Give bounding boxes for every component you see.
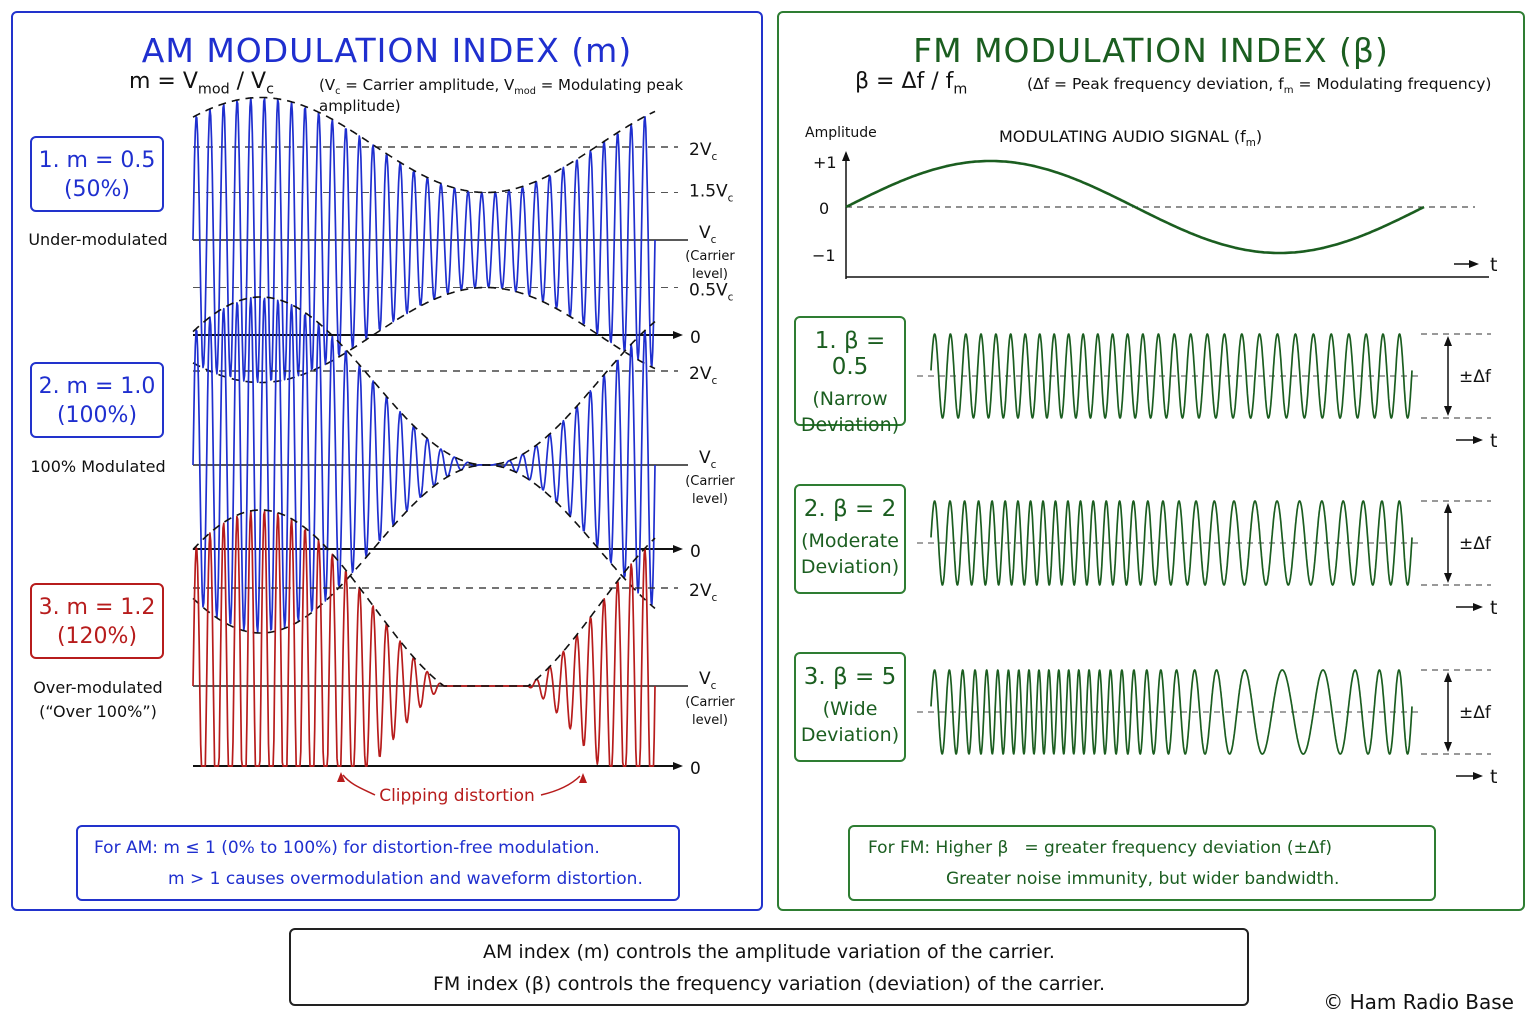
am-note-box: For AM: m ≤ 1 (0% to 100%) for distortio… xyxy=(76,825,680,901)
am-case-2-title: 2. m = 1.0 xyxy=(38,374,156,399)
fm-deviation-label: ±Δf xyxy=(1459,367,1492,387)
am-1-5vc-label: 1.5Vc xyxy=(689,182,734,205)
am-zero-axis-arrow xyxy=(673,331,683,339)
fm-note-line2: Greater noise immunity, but wider bandwi… xyxy=(946,869,1340,889)
am-carrier-level-label: level) xyxy=(692,492,728,507)
fm-modulated-waveform xyxy=(930,669,1413,755)
fm-deviation-label: ±Δf xyxy=(1459,534,1492,554)
fm-waveforms: t +1 0 −1 ±Δf t ±Δf t ±Δf t xyxy=(812,151,1497,788)
am-case-2-caption: 100% Modulated xyxy=(30,457,166,476)
fm-deviation-arrowhead-up xyxy=(1444,336,1452,346)
am-case-1-caption: Under-modulated xyxy=(28,230,168,249)
am-zero-label: 0 xyxy=(690,328,701,348)
am-case-2-percent: (100%) xyxy=(56,403,138,428)
fm-t-arrowhead xyxy=(1473,772,1483,780)
am-formula: m = Vmod / Vc xyxy=(129,69,274,98)
am-case-3-box: 3. m = 1.2 (120%) xyxy=(30,583,164,659)
am-2vc-label: 2Vc xyxy=(689,364,717,387)
copyright-text: © Ham Radio Base xyxy=(1323,990,1514,1014)
fm-note-line1: For FM: Higher β = greater frequency devi… xyxy=(868,838,1332,858)
audio-y-axis-arrow xyxy=(842,151,850,161)
am-upper-envelope xyxy=(192,296,656,466)
am-clipping-arrowhead-left xyxy=(337,772,345,782)
fm-title: FM MODULATION INDEX (β) xyxy=(913,31,1389,70)
fm-t-arrowhead xyxy=(1473,603,1483,611)
fm-deviation-arrowhead-up xyxy=(1444,672,1452,682)
fm-t-label: t xyxy=(1490,766,1497,788)
fm-case-3-box: 3. β = 5 (Wide Deviation) xyxy=(794,652,906,762)
fm-formula-note: (Δf = Peak frequency deviation, fm = Mod… xyxy=(1027,75,1492,97)
am-upper-envelope xyxy=(192,96,656,194)
audio-zero-label: 0 xyxy=(819,199,829,218)
am-case-1-box: 1. m = 0.5 (50%) xyxy=(30,136,164,212)
am-panel: AM MODULATION INDEX (m) m = Vmod / Vc (V… xyxy=(11,11,763,911)
fm-note-box: For FM: Higher β = greater frequency devi… xyxy=(848,825,1436,901)
audio-minus1-label: −1 xyxy=(812,246,836,265)
fm-case-2-box: 2. β = 2 (Moderate Deviation) xyxy=(794,484,906,594)
am-zero-axis-arrow xyxy=(673,762,683,770)
audio-t-label: t xyxy=(1490,254,1497,276)
am-vc-label: Vc xyxy=(699,448,717,471)
fm-deviation-arrowhead-up xyxy=(1444,503,1452,513)
audio-signal-title: MODULATING AUDIO SIGNAL (fm) xyxy=(999,127,1263,150)
am-0-5vc-label: 0.5Vc xyxy=(689,281,734,304)
fm-t-label: t xyxy=(1490,430,1497,452)
am-case-3-percent: (120%) xyxy=(56,624,138,649)
fm-t-label: t xyxy=(1490,597,1497,619)
am-lower-envelope xyxy=(192,464,656,634)
am-clipping-arrow-right xyxy=(540,775,581,796)
am-clipping-arrow-left xyxy=(342,774,376,796)
am-carrier-level-label: level) xyxy=(692,267,728,282)
am-case-2-box: 2. m = 1.0 (100%) xyxy=(30,362,164,438)
fm-case-1-box: 1. β = 0.5 (Narrow Deviation) xyxy=(794,316,906,436)
fm-modulated-waveform xyxy=(930,333,1413,419)
am-vc-label: Vc xyxy=(699,669,717,692)
am-title: AM MODULATION INDEX (m) xyxy=(141,31,633,70)
am-carrier-label: (Carrier xyxy=(685,249,735,264)
am-modulated-waveform xyxy=(192,97,656,384)
am-case-1-title: 1. m = 0.5 xyxy=(38,148,156,173)
am-case-1-percent: (50%) xyxy=(63,177,131,202)
am-clipping-label: Clipping distortion xyxy=(379,786,535,806)
fm-case-3-title: 3. β = 5 xyxy=(803,664,897,690)
fm-case-2-title: 2. β = 2 xyxy=(803,496,897,522)
fm-panel: FM MODULATION INDEX (β) β = Δf / fm (Δf … xyxy=(777,11,1525,911)
am-carrier-label: (Carrier xyxy=(685,695,735,710)
am-lower-envelope xyxy=(192,286,656,384)
summary-box: AM index (m) controls the amplitude vari… xyxy=(289,928,1249,1006)
fm-deviation-label: ±Δf xyxy=(1459,703,1492,723)
am-formula-note: (Vc = Carrier amplitude, Vmod = Modulati… xyxy=(319,76,684,115)
summary-line2: FM index (β) controls the frequency vari… xyxy=(433,973,1105,995)
audio-plus1-label: +1 xyxy=(813,153,837,172)
fm-modulated-waveform xyxy=(930,500,1413,586)
am-clipping-arrowhead-right xyxy=(579,773,587,783)
am-modulated-waveform xyxy=(192,296,656,634)
am-2vc-label: 2Vc xyxy=(689,581,717,604)
fm-deviation-arrowhead-down xyxy=(1444,406,1452,416)
summary-line1: AM index (m) controls the amplitude vari… xyxy=(483,941,1055,963)
am-vc-label: Vc xyxy=(699,223,717,246)
am-zero-label: 0 xyxy=(690,759,701,779)
am-2vc-label: 2Vc xyxy=(689,140,717,163)
am-carrier-level-label: level) xyxy=(692,713,728,728)
am-note-line1: For AM: m ≤ 1 (0% to 100%) for distortio… xyxy=(94,838,600,858)
am-case-3-title: 3. m = 1.2 xyxy=(38,595,156,620)
fm-deviation-arrowhead-down xyxy=(1444,573,1452,583)
fm-t-arrowhead xyxy=(1473,436,1483,444)
fm-formula: β = Δf / fm xyxy=(855,69,968,98)
am-note-line2: m > 1 causes overmodulation and waveform… xyxy=(168,869,643,889)
am-carrier-label: (Carrier xyxy=(685,474,735,489)
audio-sine-curve xyxy=(845,159,1425,255)
audio-amplitude-label: Amplitude xyxy=(805,125,877,141)
fm-deviation-arrowhead-down xyxy=(1444,742,1452,752)
am-zero-label: 0 xyxy=(690,542,701,562)
am-zero-axis-arrow xyxy=(673,545,683,553)
am-upper-envelope xyxy=(192,509,656,687)
fm-case-1-title: 1. β = 0.5 xyxy=(814,328,886,380)
am-case-3-caption: Over-modulated (“Over 100%”) xyxy=(33,678,163,721)
am-waveforms: 2Vc 1.5Vc 0.5Vc Vc (Carrier level) 0 2Vc Vc (Carr… xyxy=(192,96,735,806)
am-modulated-waveform xyxy=(192,510,656,767)
